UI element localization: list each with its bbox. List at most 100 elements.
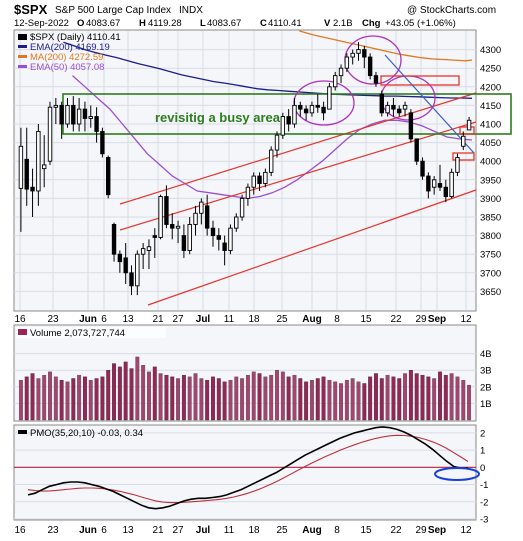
candlesticks <box>18 42 472 296</box>
candle-up <box>146 246 152 251</box>
candle-up <box>76 108 82 125</box>
candle-up <box>350 52 355 58</box>
pmo-tick-label: -2 <box>480 497 488 508</box>
x-tick-label: 29 <box>415 314 427 325</box>
volume-bar <box>88 379 93 421</box>
volume-legend-swatch <box>18 329 27 335</box>
candle-down <box>170 223 175 229</box>
volume-bar <box>426 376 431 421</box>
watermark: @ StockCharts.com <box>407 5 496 16</box>
x-tick-label: 8 <box>334 314 340 325</box>
volume-bars <box>18 356 472 421</box>
candle-down <box>315 104 320 108</box>
x-tick-label: 21 <box>152 314 164 325</box>
volume-bar <box>181 374 186 421</box>
volume-bar <box>280 371 285 421</box>
candle-up <box>41 164 47 170</box>
price-y-axis: 3650 3700 3750 3800 3850 3900 3950 4000 4050 4100… <box>480 45 501 298</box>
volume-bar <box>82 376 87 421</box>
x-tick-label: 12 <box>460 314 472 325</box>
x-tick-label: Jul <box>196 314 211 325</box>
open-value: 4083.67 <box>86 18 120 29</box>
volume-label-bg <box>16 327 166 338</box>
volume-bar <box>240 378 245 421</box>
high-label: H <box>139 18 146 29</box>
volume-tick-label: 4B <box>480 349 492 360</box>
x-tick-label: Jun <box>79 525 97 536</box>
x-tick-label: 15 <box>360 314 372 325</box>
volume-bar <box>53 376 58 421</box>
volume-bar <box>176 378 181 421</box>
close-value: 4110.41 <box>268 18 302 29</box>
candle-up <box>385 104 390 114</box>
ema50-line <box>72 75 473 200</box>
legend-ma200-swatch <box>18 55 27 58</box>
x-tick-label: 12 <box>460 525 472 536</box>
x-tick-label: 23 <box>47 314 59 325</box>
candle-down <box>257 175 262 184</box>
candle-down <box>94 116 99 132</box>
price-tick-label: 3850 <box>480 213 501 224</box>
volume-bar <box>112 363 116 421</box>
candle-down <box>362 49 367 58</box>
x-tick-label: 29 <box>415 525 427 536</box>
pmo-legend-swatch <box>18 430 27 434</box>
x-tick-label: Jul <box>196 525 211 536</box>
candle-up <box>175 225 181 229</box>
volume-bar <box>356 381 361 421</box>
x-tick-label: Sep <box>428 525 446 536</box>
x-tick-label: 11 <box>224 314 235 325</box>
candle-down <box>286 116 291 125</box>
x-tick-label: 21 <box>152 525 164 536</box>
volume-bar <box>362 383 367 421</box>
candle-down <box>222 242 227 251</box>
volume-bar <box>368 376 373 421</box>
candle-down <box>303 108 309 114</box>
change-value: +43.05 (+1.06%) <box>385 18 456 29</box>
support-zone <box>452 152 475 161</box>
candle-up <box>263 171 268 184</box>
price-legend: $SPX (Daily) 4110.41 EMA(200) 4169.19 MA… <box>18 32 121 73</box>
candle-up <box>309 104 315 114</box>
low-value: 4083.67 <box>207 18 241 29</box>
candle-up <box>461 135 466 147</box>
x-tick-label: 27 <box>172 314 184 325</box>
volume-bar <box>170 376 175 421</box>
candle-up <box>88 116 93 119</box>
price-tick-label: 3900 <box>480 194 501 205</box>
candle-down <box>391 104 396 110</box>
volume-bar <box>327 379 332 421</box>
candle-up <box>65 104 70 125</box>
price-tick-label: 3800 <box>480 231 501 242</box>
volume-bar <box>251 371 256 421</box>
price-tick-label: 4050 <box>480 138 501 149</box>
volume-bar <box>158 373 163 421</box>
volume-bar <box>141 365 146 421</box>
x-tick-label: 8 <box>334 525 340 536</box>
price-tick-label: 4000 <box>480 157 501 168</box>
candle-up <box>36 130 41 192</box>
candle-up <box>47 106 53 162</box>
volume-bar <box>129 368 134 421</box>
candle-down <box>71 104 76 125</box>
volume-bar <box>135 356 140 421</box>
volume-tick-label: 1B <box>480 399 492 410</box>
volume-bar <box>292 374 297 421</box>
volume-bar <box>30 373 35 421</box>
ma200-line <box>299 30 473 62</box>
close-label: C <box>260 18 267 29</box>
candle-down <box>111 223 117 255</box>
price-tick-label: 4100 <box>480 120 501 131</box>
bottom-x-axis: 16 23 Jun 6 13 21 27 Jul 11 18 25 Aug 8 15 22 29 Sep 12 <box>14 525 472 536</box>
pmo-panel-label: PMO(35,20,10) -0.03, 0.34 <box>30 428 143 439</box>
x-tick-label: 6 <box>101 314 107 325</box>
pmo-tick-label: 0 <box>480 463 485 474</box>
x-tick-label: Aug <box>302 525 321 536</box>
candle-up <box>268 149 274 173</box>
x-tick-label: 27 <box>172 525 184 536</box>
volume-bar <box>420 374 425 421</box>
candle-down <box>408 112 414 140</box>
price-tick-label: 4300 <box>480 45 501 56</box>
